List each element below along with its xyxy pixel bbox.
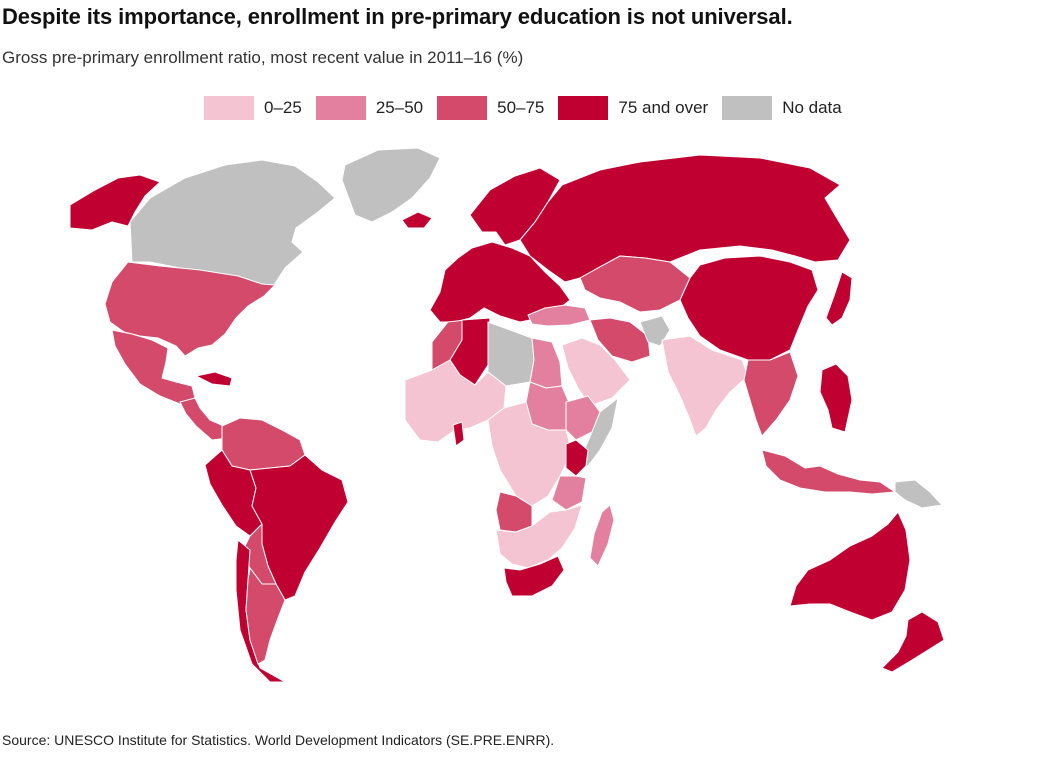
source-note: Source: UNESCO Institute for Statistics.… <box>2 732 554 748</box>
chart-title: Despite its importance, enrollment in pr… <box>2 4 793 30</box>
region-indonesia <box>762 450 895 494</box>
legend-label-no-data: No data <box>782 98 842 118</box>
region-colombia-venezuela <box>222 418 305 470</box>
legend-swatch-0-25 <box>204 96 254 120</box>
legend-swatch-75-and-over <box>558 96 608 120</box>
legend-label-75-and-over: 75 and over <box>618 98 708 118</box>
region-kenya <box>566 440 588 476</box>
region-cuba <box>196 372 232 386</box>
legend-item-50-75: 50–75 <box>437 96 544 120</box>
legend-item-75-and-over: 75 and over <box>558 96 708 120</box>
region-sudan <box>526 382 570 430</box>
legend-item-0-25: 0–25 <box>204 96 302 120</box>
region-greenland <box>342 148 440 222</box>
legend-label-25-50: 25–50 <box>376 98 423 118</box>
legend-label-50-75: 50–75 <box>497 98 544 118</box>
legend-swatch-no-data <box>722 96 772 120</box>
legend-label-0-25: 0–25 <box>264 98 302 118</box>
region-iceland <box>402 212 432 228</box>
legend-item-25-50: 25–50 <box>316 96 423 120</box>
region-new-zealand <box>882 612 944 672</box>
legend-swatch-50-75 <box>437 96 487 120</box>
region-egypt <box>530 338 562 388</box>
region-papua-new-guinea <box>895 480 942 508</box>
legend-swatch-25-50 <box>316 96 366 120</box>
region-libya <box>488 322 534 386</box>
region-ghana <box>453 422 464 446</box>
region-australia <box>790 512 910 620</box>
chart-subtitle: Gross pre-primary enrollment ratio, most… <box>2 48 523 68</box>
region-russia <box>520 155 850 282</box>
region-japan <box>826 272 852 325</box>
region-madagascar <box>590 505 614 566</box>
legend-item-no-data: No data <box>722 96 842 120</box>
world-map <box>0 138 1056 698</box>
legend: 0–25 25–50 50–75 75 and over No data <box>204 96 856 120</box>
region-central-america <box>180 398 228 440</box>
region-southeast-asia <box>744 352 798 436</box>
region-philippines <box>820 364 852 432</box>
